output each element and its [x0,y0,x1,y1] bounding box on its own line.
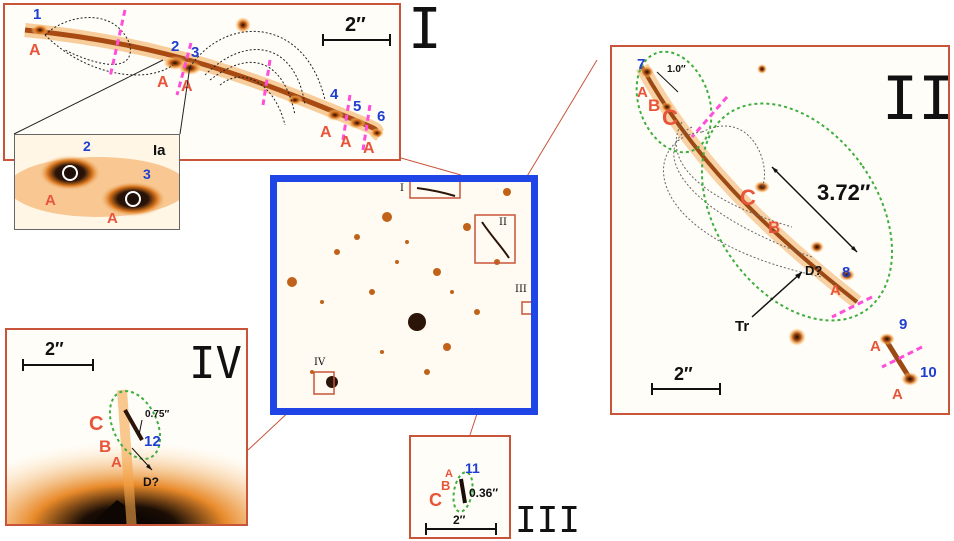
image-id-5: 5 [353,98,362,115]
panel-label: IV [189,338,242,389]
panel-label: Ia [153,142,166,159]
image-letter: A [830,282,841,299]
tag-II: II [499,217,507,228]
image-letter: C [89,413,104,435]
tag-III: III [515,284,527,295]
image-id-4: 4 [330,86,339,103]
center-field-image [287,182,531,395]
panel-I-title: I [408,0,442,62]
image-letter: A [107,210,118,227]
image-id-10: 10 [920,364,937,381]
tag-I: I [400,183,404,194]
image-id-2: 2 [83,138,91,154]
panel-II-image [635,50,923,395]
image-id-7: 7 [637,56,646,73]
image-letter: A [892,386,903,403]
scale-label: 2″ [674,364,693,384]
scale-label: 2″ [453,513,466,527]
image-id-3: 3 [191,44,200,61]
image-letter: B [768,218,781,237]
image-letter: A [45,192,56,209]
image-letter: A [637,84,648,101]
panel-I-image [24,9,391,151]
scale-label: 2″ [345,14,366,36]
image-id-2: 2 [171,38,180,55]
panel-III: 11 A B C 0.36″ 2″ [409,435,511,539]
image-letter: B [99,437,112,456]
d-label: D? [143,475,159,489]
image-id-6: 6 [377,108,386,125]
image-letter: A [181,78,193,95]
panel-Ia-image [15,155,179,217]
separation-label: 0.75″ [145,409,170,420]
panel-II: II 7 1.0″ A B C 3.72″ C B D? 8 A Tr 9 A … [610,45,950,415]
separation-label: 0.36″ [469,486,499,500]
scale-label: 2″ [45,339,64,359]
panel-III-title: III [515,500,581,541]
image-letter: A [111,454,122,471]
image-letter: A [320,124,332,141]
image-letter: C [740,185,756,210]
image-id-11: 11 [465,460,480,476]
image-letter: C [662,105,678,130]
center-field: I II III IV [270,175,538,415]
image-letter: A [445,468,453,480]
panel-III-image [425,471,497,535]
image-letter: A [870,338,881,355]
image-id-12: 12 [144,433,161,450]
panel-label: II [882,64,950,134]
image-id-9: 9 [899,316,908,333]
image-letter: A [29,42,41,59]
image-letter: A [363,140,375,157]
separation-label: 3.72″ [817,180,871,205]
image-letter: B [648,96,661,115]
image-id-1: 1 [33,6,42,23]
panel-IV: 2″ IV 0.75″ C 12 B A D? [5,328,248,526]
small-separation: 1.0″ [667,64,686,75]
panel-IV-image [7,359,246,524]
image-letter: B [441,478,451,493]
image-id-3: 3 [143,166,151,182]
tag-IV: IV [314,357,326,368]
image-letter: A [157,74,169,91]
d-label: D? [805,263,823,278]
panel-Ia: 2 3 Ia A A [14,134,180,230]
tr-label: Tr [735,318,750,335]
image-id-8: 8 [842,264,851,281]
image-letter: A [340,134,352,151]
image-letter: C [429,490,442,510]
